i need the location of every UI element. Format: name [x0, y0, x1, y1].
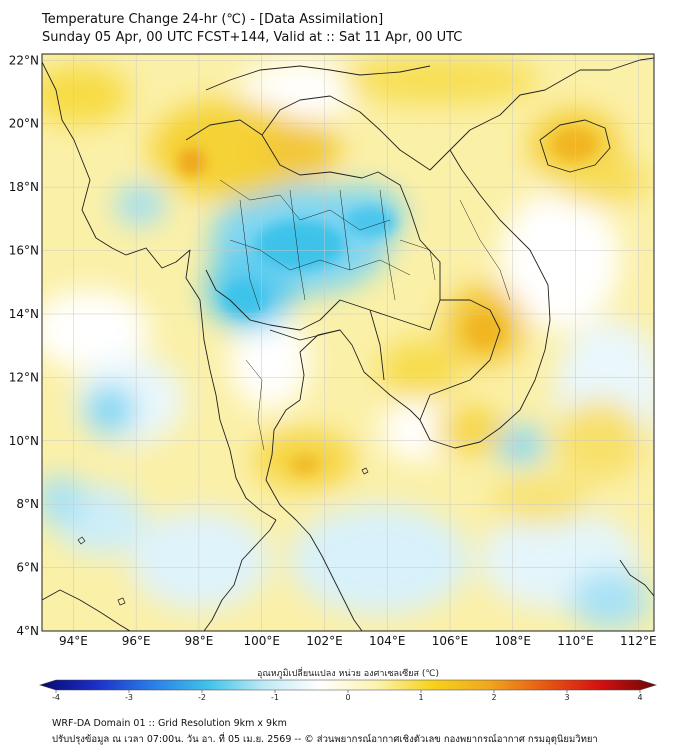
colorbar-tick-label: -4 — [52, 693, 60, 702]
sumatra-coast — [42, 589, 131, 631]
colorbar-title: อุณหภูมิเปลี่ยนแปลง หน่วย องศาเซลเซียส (… — [257, 666, 439, 679]
malay-peninsula-east — [265, 399, 363, 631]
malay-peninsula-west — [203, 519, 277, 631]
colorbar: อุณหภูมิเปลี่ยนแปลง หน่วย องศาเซลเซียส (… — [38, 666, 658, 702]
country-borders — [42, 57, 654, 631]
colorbar-tick-label: 2 — [491, 693, 496, 702]
graticule — [42, 54, 654, 631]
colorbar-tick-label: -1 — [271, 693, 279, 702]
cambodia-vietnam-border — [419, 299, 501, 421]
lat-tick-label: 10°N — [9, 434, 39, 448]
colorbar-ticks: -4 -3 -2 -1 0 1 2 3 4 — [52, 690, 643, 702]
lon-tick-label: 110°E — [557, 634, 594, 648]
borneo-coast — [619, 559, 654, 597]
lat-tick-label: 16°N — [9, 244, 39, 258]
lat-tick-label: 6°N — [16, 561, 39, 575]
lon-tick-label: 96°E — [122, 634, 151, 648]
cambodia-border — [369, 309, 385, 381]
colorbar-tick-label: 3 — [564, 693, 569, 702]
footer-model-info: WRF-DA Domain 01 :: Grid Resolution 9km … — [52, 718, 287, 729]
colorbar-tick-label: 1 — [418, 693, 423, 702]
map-subtitle: Sunday 05 Apr, 00 UTC FCST+144, Valid at… — [42, 30, 463, 45]
myanmar-coast — [42, 61, 277, 521]
hainan-island — [539, 119, 611, 173]
lon-tick-label: 100°E — [243, 634, 280, 648]
latitude-axis: 22°N 20°N 18°N 16°N 14°N 12°N 10°N 8°N 6°N 4°N — [9, 53, 39, 638]
map-title: Temperature Change 24-hr (℃) - [Data Ass… — [42, 12, 384, 27]
thailand-north-border — [185, 119, 441, 331]
field-cores — [178, 129, 597, 475]
lon-tick-label: 102°E — [306, 634, 343, 648]
indochina-coast — [299, 57, 654, 449]
map-frame — [41, 53, 655, 632]
colorbar-tick-label: -2 — [198, 693, 206, 702]
colorbar-tick-label: 4 — [637, 693, 642, 702]
lon-tick-label: 104°E — [369, 634, 406, 648]
lat-tick-label: 22°N — [9, 53, 39, 67]
longitude-axis: 94°E 96°E 98°E 100°E 102°E 104°E 106°E 108°E 110… — [59, 634, 657, 648]
colorbar-tick-label: 0 — [345, 693, 350, 702]
china-border — [205, 65, 431, 91]
lon-tick-label: 108°E — [495, 634, 532, 648]
map-figure: 22°N 20°N 18°N 16°N 14°N 12°N 10°N 8°N 6°N 4°N 94… — [9, 53, 658, 702]
thailand-cambodia-border — [269, 329, 341, 341]
lat-tick-label: 14°N — [9, 307, 39, 321]
lat-tick-label: 8°N — [16, 497, 39, 511]
colorbar-bar — [38, 679, 658, 691]
lon-tick-label: 112°E — [620, 634, 657, 648]
lon-tick-label: 98°E — [184, 634, 213, 648]
colorbar-tick-label: -3 — [125, 693, 133, 702]
temperature-field — [42, 54, 654, 631]
lat-tick-label: 4°N — [16, 624, 39, 638]
lon-tick-label: 106°E — [432, 634, 469, 648]
lon-tick-label: 94°E — [59, 634, 88, 648]
footer-credit: ปรับปรุงข้อมูล ณ เวลา 07:00น. วัน อา. ที… — [52, 734, 598, 745]
lat-tick-label: 12°N — [9, 370, 39, 384]
lat-tick-label: 20°N — [9, 117, 39, 131]
lat-tick-label: 18°N — [9, 180, 39, 194]
laos-china-border — [261, 95, 451, 171]
